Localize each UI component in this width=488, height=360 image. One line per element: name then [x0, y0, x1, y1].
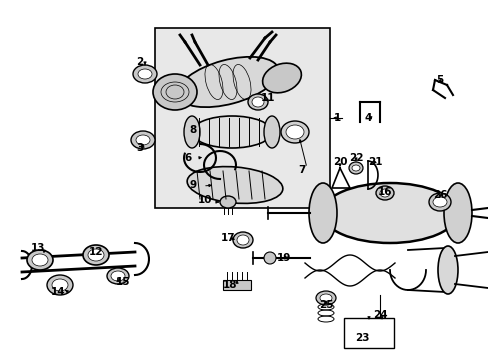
Bar	[343, 318, 393, 348]
Text: 11: 11	[260, 93, 275, 103]
Ellipse shape	[138, 69, 152, 79]
Ellipse shape	[237, 235, 248, 245]
Ellipse shape	[220, 196, 236, 208]
Ellipse shape	[264, 116, 280, 148]
Ellipse shape	[315, 291, 335, 305]
Text: 22: 22	[348, 153, 363, 163]
Text: 4: 4	[364, 113, 371, 123]
Ellipse shape	[285, 125, 304, 139]
Text: 7: 7	[298, 165, 305, 175]
Text: 1: 1	[333, 113, 340, 123]
Ellipse shape	[27, 250, 53, 270]
Text: 26: 26	[432, 190, 447, 200]
Ellipse shape	[319, 294, 331, 302]
Text: 18: 18	[223, 280, 237, 290]
Ellipse shape	[432, 197, 446, 207]
Ellipse shape	[88, 249, 104, 261]
Text: 25: 25	[318, 300, 332, 310]
Ellipse shape	[136, 135, 150, 145]
Ellipse shape	[107, 268, 129, 284]
Ellipse shape	[32, 254, 48, 266]
Text: 12: 12	[88, 247, 103, 257]
Ellipse shape	[133, 65, 157, 83]
Ellipse shape	[153, 74, 197, 110]
Ellipse shape	[131, 131, 155, 149]
Text: 13: 13	[31, 243, 45, 253]
Ellipse shape	[251, 97, 264, 107]
Text: 17: 17	[220, 233, 235, 243]
Text: 16: 16	[377, 187, 391, 197]
Ellipse shape	[247, 94, 267, 110]
Text: 6: 6	[184, 153, 191, 163]
Text: 3: 3	[136, 143, 143, 153]
Ellipse shape	[264, 252, 275, 264]
Ellipse shape	[262, 63, 301, 93]
Ellipse shape	[437, 246, 457, 294]
Ellipse shape	[281, 121, 308, 143]
Text: 9: 9	[189, 180, 196, 190]
Ellipse shape	[111, 271, 125, 281]
Ellipse shape	[428, 193, 450, 211]
Ellipse shape	[321, 183, 457, 243]
Ellipse shape	[232, 232, 252, 248]
Ellipse shape	[351, 165, 359, 171]
Text: 19: 19	[276, 253, 290, 263]
Ellipse shape	[52, 279, 68, 291]
Text: 2: 2	[136, 57, 143, 67]
Ellipse shape	[83, 245, 109, 265]
Ellipse shape	[375, 186, 393, 200]
Text: 8: 8	[189, 125, 196, 135]
Bar	[223, 280, 250, 290]
Ellipse shape	[177, 57, 278, 107]
Ellipse shape	[187, 167, 282, 203]
Text: 14: 14	[51, 287, 65, 297]
Ellipse shape	[192, 116, 271, 148]
Ellipse shape	[308, 183, 336, 243]
Text: 24: 24	[372, 310, 386, 320]
Text: 23: 23	[354, 333, 368, 343]
Ellipse shape	[348, 162, 362, 174]
Text: 20: 20	[332, 157, 346, 167]
Ellipse shape	[443, 183, 471, 243]
Ellipse shape	[47, 275, 73, 295]
Text: 15: 15	[116, 277, 130, 287]
Ellipse shape	[379, 189, 389, 197]
Bar	[155, 28, 329, 208]
Ellipse shape	[183, 116, 200, 148]
Text: 5: 5	[435, 75, 443, 85]
Text: 10: 10	[197, 195, 212, 205]
Text: 21: 21	[367, 157, 382, 167]
